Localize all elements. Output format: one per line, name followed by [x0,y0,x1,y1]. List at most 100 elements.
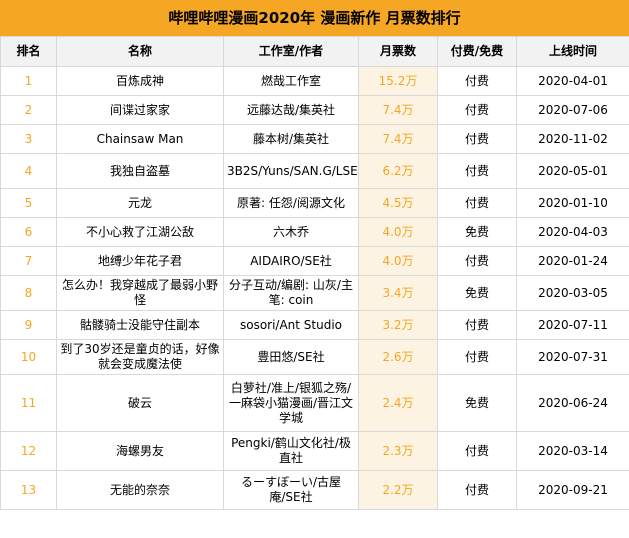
name-cell: 元龙 [56,188,224,218]
paid-cell: 付费 [437,339,517,375]
paid-cell: 付费 [437,124,517,154]
name-cell: 我独自盗墓 [56,153,224,189]
rank-cell: 12 [0,431,57,471]
votes-cell: 4.0万 [358,217,438,247]
votes-cell: 2.2万 [358,470,438,510]
table-row: 13 无能的奈奈 るーすぼーい/古屋庵/SE社 2.2万 付费 2020-09-21 [0,470,629,510]
rank-cell: 10 [0,339,57,375]
name-cell: 不小心救了江湖公敌 [56,217,224,247]
votes-cell: 4.0万 [358,246,438,276]
votes-cell: 2.6万 [358,339,438,375]
table-row: 9 骷髅骑士没能守住副本 sosori/Ant Studio 3.2万 付费 2020-0… [0,310,629,340]
date-cell: 2020-07-31 [516,339,629,375]
rank-cell: 8 [0,275,57,311]
date-cell: 2020-11-02 [516,124,629,154]
paid-cell: 付费 [437,431,517,471]
table-row: 3 Chainsaw Man 藤本树/集英社 7.4万 付费 2020-11-02 [0,124,629,154]
table-row: 1 百炼成神 燃哉工作室 15.2万 付费 2020-04-01 [0,66,629,96]
paid-cell: 付费 [437,188,517,218]
rank-cell: 13 [0,470,57,510]
author-cell: 燃哉工作室 [223,66,359,96]
author-cell: 远藤达哉/集英社 [223,95,359,125]
paid-cell: 免费 [437,275,517,311]
rank-cell: 9 [0,310,57,340]
date-cell: 2020-03-05 [516,275,629,311]
column-header-votes: 月票数 [358,36,438,67]
votes-cell: 2.4万 [358,374,438,432]
column-header-author: 工作室/作者 [223,36,359,67]
name-cell: 地缚少年花子君 [56,246,224,276]
date-cell: 2020-01-24 [516,246,629,276]
date-cell: 2020-07-06 [516,95,629,125]
votes-cell: 4.5万 [358,188,438,218]
rank-cell: 11 [0,374,57,432]
table-row: 12 海螺男友 Pengki/鹤山文化社/极直社 2.3万 付费 2020-03-14 [0,431,629,471]
table-row: 8 怎么办！我穿越成了最弱小野怪 分子互动/编剧: 山灰/主笔: coin 3.4万免… [0,275,629,311]
paid-cell: 付费 [437,153,517,189]
name-cell: 到了30岁还是童贞的话，好像就会变成魔法使 [56,339,224,375]
author-cell: 原著: 任怨/阅源文化 [223,188,359,218]
date-cell: 2020-06-24 [516,374,629,432]
votes-cell: 15.2万 [358,66,438,96]
date-cell: 2020-03-14 [516,431,629,471]
votes-cell: 3.4万 [358,275,438,311]
author-cell: Pengki/鹤山文化社/极直社 [223,431,359,471]
votes-cell: 3.2万 [358,310,438,340]
rank-cell: 5 [0,188,57,218]
name-cell: 破云 [56,374,224,432]
table-row: 4我独自盗墓3B2S/Yuns/SAN.G/LSEVEN6.2万付费2020-0… [0,153,629,189]
rank-cell: 1 [0,66,57,96]
name-cell: Chainsaw Man [56,124,224,154]
name-cell: 怎么办！我穿越成了最弱小野怪 [56,275,224,311]
author-cell: 白萝社/准上/银狐之殇/一麻袋小猫漫画/晋江文学城 [223,374,359,432]
table-row: 10 到了30岁还是童贞的话，好像就会变成魔法使 豊田悠/SE社 2.6万 付费 2020… [0,339,629,375]
paid-cell: 付费 [437,470,517,510]
table-row: 2 间谍过家家 远藤达哉/集英社 7.4万 付费 2020-07-06 [0,95,629,125]
date-cell: 2020-07-11 [516,310,629,340]
paid-cell: 付费 [437,95,517,125]
date-cell: 2020-04-01 [516,66,629,96]
votes-cell: 2.3万 [358,431,438,471]
name-cell: 无能的奈奈 [56,470,224,510]
author-cell: 藤本树/集英社 [223,124,359,154]
rank-cell: 7 [0,246,57,276]
name-cell: 百炼成神 [56,66,224,96]
table-title: 哔哩哔哩漫画2020年 漫画新作 月票数排行 [0,0,629,36]
date-cell: 2020-01-10 [516,188,629,218]
author-cell: sosori/Ant Studio [223,310,359,340]
rank-cell: 2 [0,95,57,125]
column-header-date: 上线时间 [516,36,629,67]
table-row: 6 不小心救了江湖公敌 六木乔 4.0万 免费 2020-04-03 [0,217,629,247]
paid-cell: 免费 [437,217,517,247]
paid-cell: 付费 [437,310,517,340]
column-header-paid: 付费/免费 [437,36,517,67]
author-cell: 豊田悠/SE社 [223,339,359,375]
date-cell: 2020-09-21 [516,470,629,510]
author-cell: 3B2S/Yuns/SAN.G/LSEVEN [223,153,359,189]
date-cell: 2020-05-01 [516,153,629,189]
author-cell: るーすぼーい/古屋庵/SE社 [223,470,359,510]
table-row: 7 地缚少年花子君 AIDAIRO/SE社 4.0万 付费 2020-01-24 [0,246,629,276]
rank-cell: 6 [0,217,57,247]
paid-cell: 付费 [437,246,517,276]
ranking-table: 排名 名称 工作室/作者 月票数 付费/免费 上线时间 1 百炼成神 燃哉工作室 15… [0,36,629,510]
author-cell: 六木乔 [223,217,359,247]
rank-cell: 4 [0,153,57,189]
column-header-name: 名称 [56,36,224,67]
paid-cell: 付费 [437,66,517,96]
votes-cell: 6.2万 [358,153,438,189]
header-row: 排名 名称 工作室/作者 月票数 付费/免费 上线时间 [0,36,629,67]
date-cell: 2020-04-03 [516,217,629,247]
name-cell: 骷髅骑士没能守住副本 [56,310,224,340]
votes-cell: 7.4万 [358,124,438,154]
author-cell: AIDAIRO/SE社 [223,246,359,276]
paid-cell: 免费 [437,374,517,432]
name-cell: 间谍过家家 [56,95,224,125]
author-cell: 分子互动/编剧: 山灰/主笔: coin [223,275,359,311]
table-row: 11 破云 白萝社/准上/银狐之殇/一麻袋小猫漫画/晋江文学城 2.4万 免费 2020-… [0,374,629,432]
votes-cell: 7.4万 [358,95,438,125]
name-cell: 海螺男友 [56,431,224,471]
column-header-rank: 排名 [0,36,57,67]
rank-cell: 3 [0,124,57,154]
